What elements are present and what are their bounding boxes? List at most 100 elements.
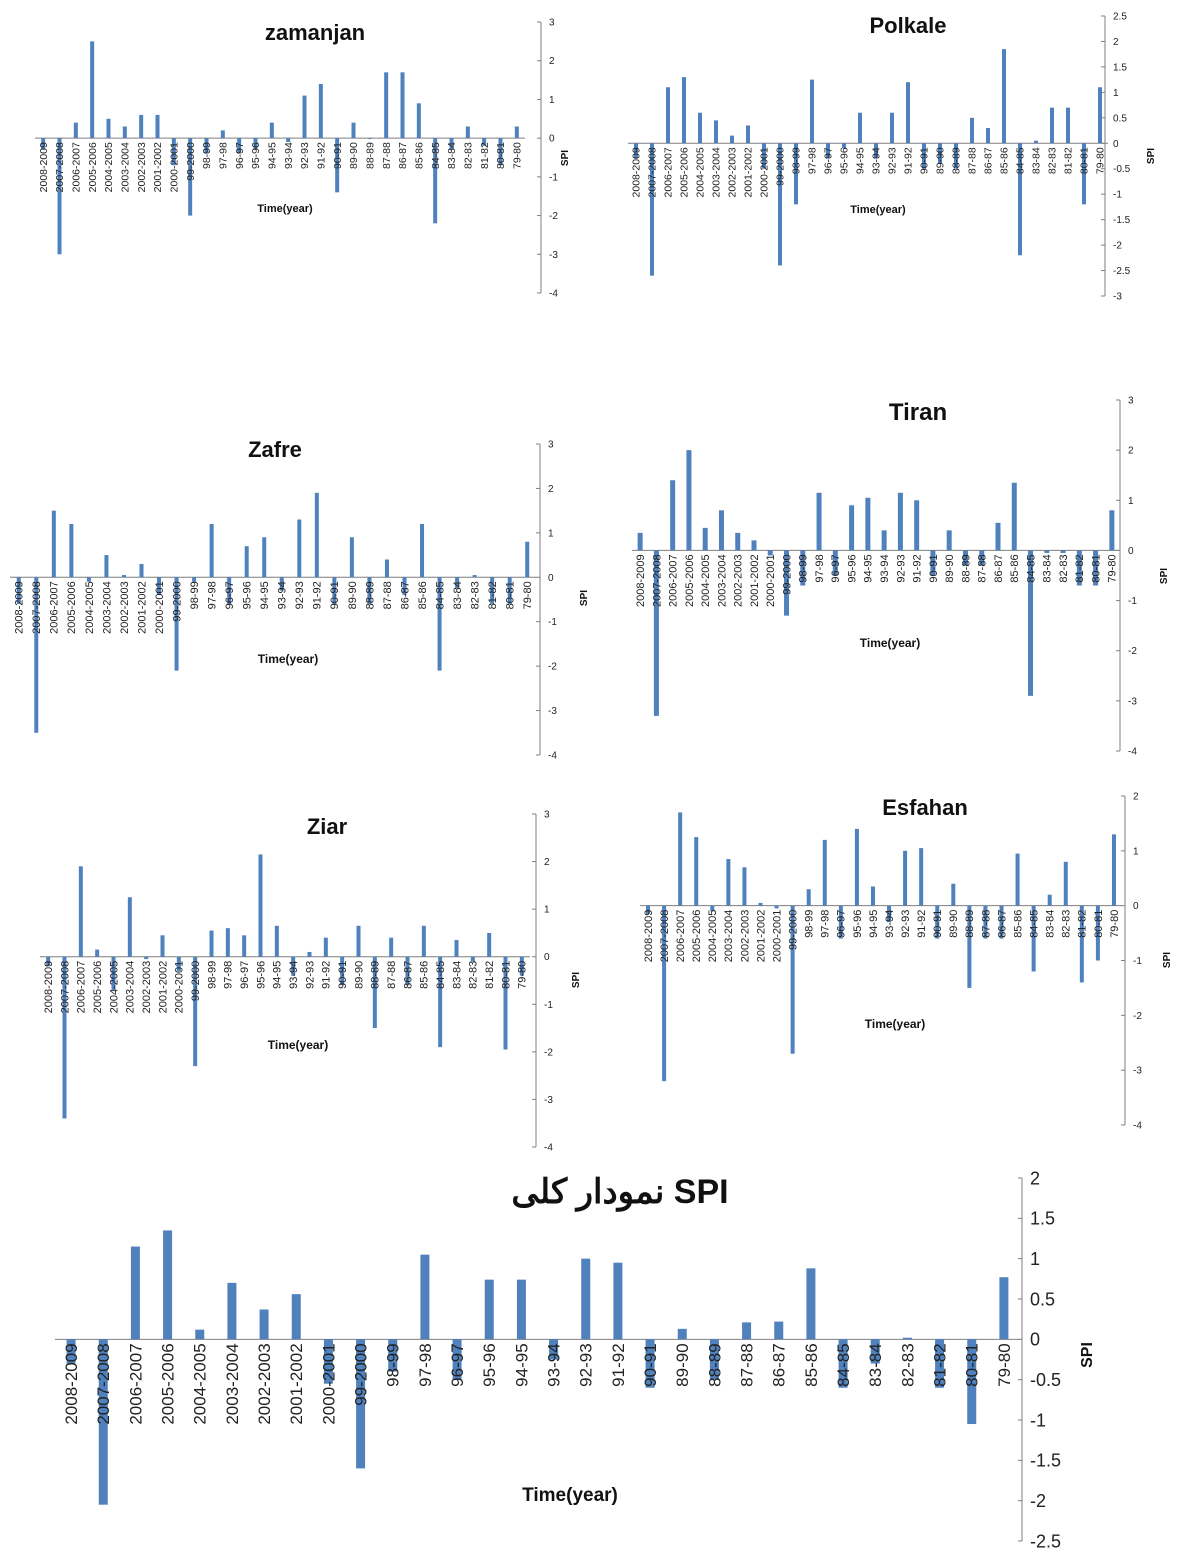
bar xyxy=(286,138,291,143)
y-tick-label: 0.5 xyxy=(1113,113,1127,124)
x-tick-label: 93-94 xyxy=(884,910,896,938)
x-tick-label: 79-80 xyxy=(512,142,524,169)
y-tick-label: -2.5 xyxy=(1030,1531,1061,1551)
x-tick-label: 98-99 xyxy=(791,147,803,174)
x-tick-label: 95-96 xyxy=(846,554,858,582)
bar xyxy=(710,905,715,912)
x-tick-label: 2004-2005 xyxy=(707,910,719,963)
bar xyxy=(279,577,284,591)
bar xyxy=(356,925,361,957)
bar xyxy=(155,114,160,139)
x-tick-label: 83-84 xyxy=(446,142,458,169)
chart-title: zamanjan xyxy=(265,20,365,45)
y-tick-label: -2 xyxy=(548,662,557,673)
y-tick-label: -3 xyxy=(1128,696,1137,707)
bar xyxy=(171,138,176,166)
x-axis-label: Time(year) xyxy=(860,636,920,650)
bar xyxy=(262,537,267,578)
x-tick-label: 90-91 xyxy=(332,142,344,169)
bar xyxy=(514,126,519,139)
x-tick-label: 85-86 xyxy=(419,961,431,989)
y-tick-label: -1 xyxy=(1133,956,1142,967)
bar xyxy=(188,138,193,216)
bar xyxy=(922,143,926,169)
spi-chart-0: zamanjan 3 2 1 0 -1 -2 -3 -4 2008-2009 2007-2008 20… xyxy=(35,18,571,300)
x-tick-label: 2000-2001 xyxy=(759,147,771,197)
bar xyxy=(662,905,667,1082)
bar xyxy=(335,138,340,193)
bar xyxy=(678,812,683,906)
bar xyxy=(209,930,214,957)
y-tick-label: 2 xyxy=(549,56,555,67)
y-tick-label: 1.5 xyxy=(1030,1209,1055,1229)
bar xyxy=(242,935,247,957)
chart-title: Ziar xyxy=(307,814,348,839)
x-tick-label: 99-2000 xyxy=(171,581,183,621)
bar xyxy=(160,935,165,957)
x-tick-label: 2008-2009 xyxy=(43,961,55,1014)
x-tick-label: 96-97 xyxy=(239,961,251,989)
bar xyxy=(372,956,377,1029)
y-tick-label: 1 xyxy=(1128,496,1134,507)
x-tick-label: 2002-2003 xyxy=(733,554,745,607)
x-tick-label: 92-93 xyxy=(895,554,907,582)
x-tick-label: 79-80 xyxy=(1109,910,1121,938)
bar xyxy=(420,1254,430,1340)
y-tick-label: 1.5 xyxy=(1113,62,1127,73)
y-tick-label: 3 xyxy=(544,810,550,821)
bar xyxy=(174,577,179,671)
bar xyxy=(193,956,198,1067)
bar xyxy=(718,510,724,551)
x-tick-label: 2002-2003 xyxy=(255,1343,274,1424)
bar xyxy=(1111,834,1116,906)
x-tick-label: 89-90 xyxy=(353,961,365,989)
x-tick-label: 81-82 xyxy=(1074,554,1086,582)
bar xyxy=(906,82,910,144)
y-axis-label: SPI xyxy=(1079,1342,1096,1368)
bar xyxy=(790,905,795,1054)
bar xyxy=(1095,905,1100,961)
bar xyxy=(351,122,356,139)
bar xyxy=(367,138,372,139)
y-tick-label: 1 xyxy=(544,905,550,916)
bar xyxy=(323,1339,333,1384)
bar xyxy=(650,143,654,276)
y-tick-label: 1 xyxy=(1113,88,1119,99)
y-tick-label: -2 xyxy=(549,211,558,222)
x-tick-label: 84-85 xyxy=(434,581,446,609)
y-tick-label: 0 xyxy=(1113,139,1119,150)
x-tick-label: 83-84 xyxy=(1042,554,1054,582)
spi-chart-4: Ziar 3 2 1 0 -1 -2 -3 -4 2008-2009 2007-2008 2006-2… xyxy=(40,810,582,1154)
bar xyxy=(384,72,389,139)
y-tick-label: -1 xyxy=(548,617,557,628)
bar xyxy=(484,1279,494,1340)
x-tick-label: 89-90 xyxy=(935,147,947,174)
chart-title: Polkale xyxy=(869,13,946,38)
bar xyxy=(714,120,718,144)
x-tick-label: 98-99 xyxy=(206,961,218,989)
y-tick-label: 0 xyxy=(1030,1330,1040,1350)
x-tick-label: 96-97 xyxy=(836,910,848,938)
y-tick-label: 1 xyxy=(1133,846,1139,857)
x-tick-label: 84-85 xyxy=(435,961,447,989)
x-tick-label: 88-89 xyxy=(705,1343,724,1386)
y-tick-label: 0.5 xyxy=(1030,1289,1055,1309)
x-tick-label: 2006-2007 xyxy=(675,910,687,963)
bar xyxy=(195,1329,205,1340)
y-tick-label: 2 xyxy=(544,857,550,868)
y-tick-label: -2 xyxy=(544,1047,553,1058)
bar xyxy=(806,889,811,906)
x-tick-label: 80-81 xyxy=(505,581,517,609)
chart-title: Zafre xyxy=(248,437,302,462)
bar xyxy=(858,112,862,144)
x-tick-label: 82-83 xyxy=(1058,554,1070,582)
bar xyxy=(698,112,702,144)
bar xyxy=(209,523,214,578)
y-tick-label: 0 xyxy=(548,573,554,584)
x-tick-label: 97-98 xyxy=(820,910,832,938)
x-tick-label: 79-80 xyxy=(995,1343,1014,1386)
x-tick-label: 87-88 xyxy=(382,581,394,609)
x-tick-label: 86-87 xyxy=(983,147,995,174)
x-tick-label: 80-81 xyxy=(495,142,507,169)
